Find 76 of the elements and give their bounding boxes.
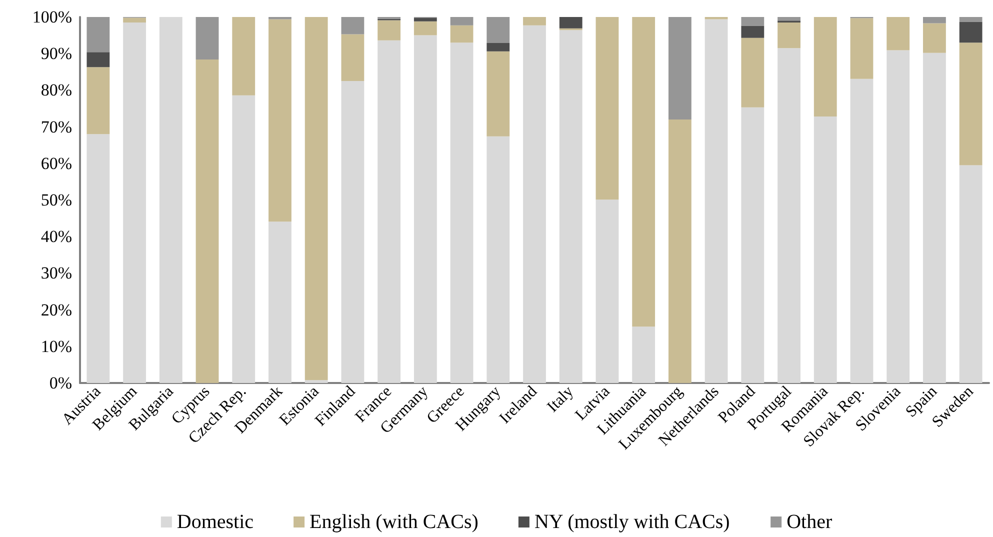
- bar: [123, 18, 146, 22]
- bar: [341, 81, 364, 383]
- bar: [486, 42, 510, 52]
- bar: [959, 17, 982, 22]
- bar: [304, 380, 328, 383]
- bar: [86, 67, 110, 134]
- bar: [378, 20, 401, 40]
- bar: [304, 17, 328, 380]
- bar: [632, 326, 656, 383]
- bar: [850, 78, 874, 383]
- bar: [959, 42, 982, 166]
- bar: [778, 22, 800, 48]
- bar: [123, 22, 146, 383]
- bar: [196, 17, 219, 60]
- legend-label: English (with CACs): [310, 511, 478, 533]
- y-tick-label: 100%: [32, 8, 72, 26]
- legend-label: Domestic: [176, 511, 254, 533]
- bar: [86, 52, 110, 68]
- bar: [268, 222, 292, 383]
- bar: [741, 38, 764, 108]
- bar: [232, 95, 256, 383]
- y-tick-label: 80%: [40, 80, 72, 100]
- bar: [959, 165, 982, 383]
- bar: [159, 17, 182, 383]
- bar: [596, 200, 619, 383]
- bar: [86, 134, 110, 383]
- legend-label: Other: [786, 511, 832, 533]
- bar: [632, 17, 656, 327]
- bar: [86, 17, 110, 52]
- bar: [232, 17, 256, 96]
- bar: [341, 34, 364, 82]
- bar: [523, 17, 546, 26]
- y-tick-label: 30%: [40, 264, 72, 283]
- y-tick-label: 70%: [40, 117, 72, 136]
- bar: [486, 136, 510, 383]
- bar: [450, 25, 474, 43]
- bar: [486, 51, 510, 136]
- bar: [523, 25, 546, 383]
- bar: [850, 18, 874, 79]
- bar: [923, 52, 946, 383]
- y-tick-label: 10%: [40, 336, 72, 356]
- y-tick-label: 90%: [40, 44, 72, 64]
- y-tick-label: 20%: [40, 300, 72, 320]
- bar: [668, 119, 692, 383]
- y-tick-label: 60%: [40, 154, 72, 173]
- bar: [668, 17, 692, 120]
- bar: [778, 17, 800, 21]
- bar: [923, 17, 946, 24]
- bar: [778, 48, 800, 383]
- bar: [378, 40, 401, 383]
- bar: [196, 59, 219, 383]
- bar: [923, 23, 946, 53]
- bar: [559, 30, 582, 383]
- bar: [414, 35, 437, 383]
- bar: [414, 18, 437, 22]
- y-tick-label: 0%: [49, 374, 72, 392]
- bar: [341, 17, 364, 34]
- bar: [886, 17, 910, 50]
- bar: [450, 42, 474, 383]
- y-tick-label: 50%: [40, 190, 72, 210]
- bar: [959, 22, 982, 43]
- bar: [450, 17, 474, 26]
- bar: [268, 19, 292, 222]
- bar: [741, 17, 764, 26]
- bar: [486, 17, 510, 43]
- bar: [886, 50, 910, 383]
- bar: [741, 26, 764, 38]
- legend-label: NY (mostly with CACs): [534, 511, 730, 533]
- y-tick-label: 40%: [40, 227, 72, 246]
- bar: [704, 19, 728, 383]
- bar: [596, 17, 619, 200]
- bar: [559, 17, 582, 28]
- bar: [414, 21, 437, 36]
- bar: [814, 17, 837, 117]
- bar: [814, 116, 837, 383]
- bar: [741, 107, 764, 383]
